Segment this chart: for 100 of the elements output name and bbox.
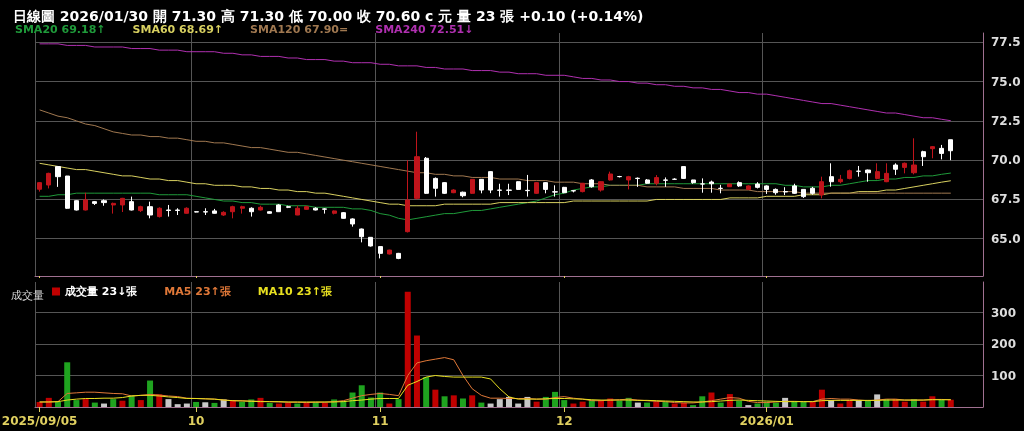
bar [772,402,779,407]
bar [864,401,871,407]
candlestick [810,186,815,196]
bar [496,399,503,407]
candlestick [865,169,871,183]
text: SMA120 67.90= [250,23,349,36]
candlestick [645,178,650,185]
candlestick [387,249,392,255]
text: SMA20 69.18↑ [15,23,106,36]
line-series [39,172,952,221]
candlestick [442,181,447,195]
x-tick-label: 2025/09/05 [1,414,78,428]
bar [644,402,651,407]
candlestick [368,236,373,248]
candlestick [571,189,576,193]
y-tick-label: 75.0 [991,74,1021,89]
candlestick [147,201,153,219]
candlestick [120,197,125,213]
candlestick [341,211,346,220]
bar [634,402,641,407]
bar [459,398,466,407]
y-tick-label: 200 [991,337,1017,352]
bar [174,404,181,407]
bar [36,401,43,407]
bar [119,400,126,407]
candlestick [598,180,604,193]
candlestick [801,188,806,199]
bar [404,291,411,407]
bar [413,335,420,407]
candlestick [617,175,622,178]
y-tick-label: 100 [991,368,1017,383]
y-tick-label: 72.5 [991,113,1021,128]
candlestick [488,170,493,194]
x-tick-label: 11 [371,414,389,428]
candlestick [921,150,926,167]
candlestick [470,178,475,195]
candlestick [709,180,714,194]
bar [920,401,927,407]
candlestick [691,179,696,185]
candlestick [166,204,171,218]
text: SMA240 72.51↓ [375,23,474,36]
candlestick [718,184,723,194]
bar [321,402,328,407]
candlestick [893,162,898,176]
bar [110,399,117,407]
candlestick [212,208,217,215]
bar [662,401,669,407]
candlestick [138,205,143,213]
candlestick [359,228,364,243]
candlestick [295,205,300,216]
candlestick [65,175,70,210]
y-tick-label: 77.5 [991,35,1021,50]
candlestick [479,178,484,194]
candlestick [783,186,788,196]
candlestick [313,206,318,211]
candlestick [727,183,732,188]
candlestick [55,165,61,188]
x-tick-label: 12 [555,414,573,428]
candlestick [773,187,778,196]
candlestick [875,162,880,180]
bar [561,400,568,407]
candlestick [203,207,208,216]
candlestick [792,183,797,195]
candlestick [424,156,429,195]
candlestick [350,217,355,228]
chart-title: 日線圖 2026/01/30 開 71.30 高 71.30 低 70.00 收 70.60 c 元 量 23 張 +0.10 (+0.14%) [13,8,644,24]
candlestick [884,162,889,183]
candlestick [948,139,953,161]
candlestick [451,188,456,194]
bar [82,399,89,407]
candlestick [737,180,742,188]
candlestick [129,196,134,211]
candlestick [221,210,226,217]
bar [736,400,743,407]
bar [193,401,200,407]
candlestick [194,210,199,213]
line-series [39,162,952,207]
line-series [39,43,952,122]
x-tick-label: 2026/01 [739,414,794,428]
bar [432,389,439,407]
candlestick [506,183,512,196]
y-tick-label: 70.0 [991,153,1021,168]
candlestick [589,178,594,189]
candlestick [433,176,438,198]
bar [579,401,586,407]
candlestick [939,144,944,160]
candlestick [322,207,327,215]
bar [73,400,80,407]
y-tick-label: 65.0 [991,231,1021,246]
bar [441,396,448,407]
candlestick [516,180,521,191]
text: MA5 23↑張 [164,285,232,298]
candlestick [249,206,254,218]
candlestick [414,131,420,200]
bar [395,399,402,407]
candlestick [101,198,107,207]
legend-label: 成交量 23↓張 [64,285,139,298]
bar [266,402,273,407]
candlestick [562,186,567,194]
bar [55,401,61,407]
